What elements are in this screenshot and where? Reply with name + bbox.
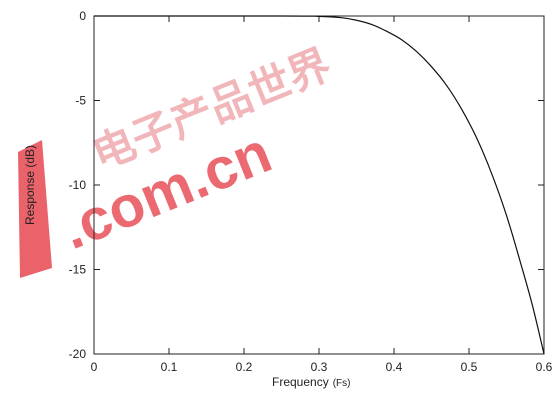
y-tick-label: -5 [75,94,86,108]
y-tick-label: -20 [69,347,87,361]
y-tick-label: -15 [69,263,87,277]
y-tick-label: 0 [79,9,86,23]
x-tick-label: 0.1 [161,360,178,374]
x-tick-label: 0.2 [236,360,253,374]
x-tick-label: 0.3 [311,360,328,374]
y-axis-ticks: 0 -5 -10 -15 -20 [69,9,544,361]
x-axis-label: Frequency [272,375,329,389]
watermark: 电子产品世界 .com.cn [18,39,337,278]
x-tick-label: 0.4 [386,360,403,374]
x-tick-label: 0.5 [461,360,478,374]
x-axis-title: Frequency (Fs) [272,375,350,389]
watermark-logo-mark [18,140,52,278]
x-tick-label: 0.6 [536,360,553,374]
x-axis-ticks: 0 0.1 0.2 0.3 0.4 0.5 0.6 [91,16,553,374]
series-line [93,15,545,355]
x-axis-unit: (Fs) [333,378,351,389]
y-tick-label: -10 [69,178,87,192]
x-tick-label: 0 [91,360,98,374]
y-axis-title: Response (dB) [23,145,37,225]
